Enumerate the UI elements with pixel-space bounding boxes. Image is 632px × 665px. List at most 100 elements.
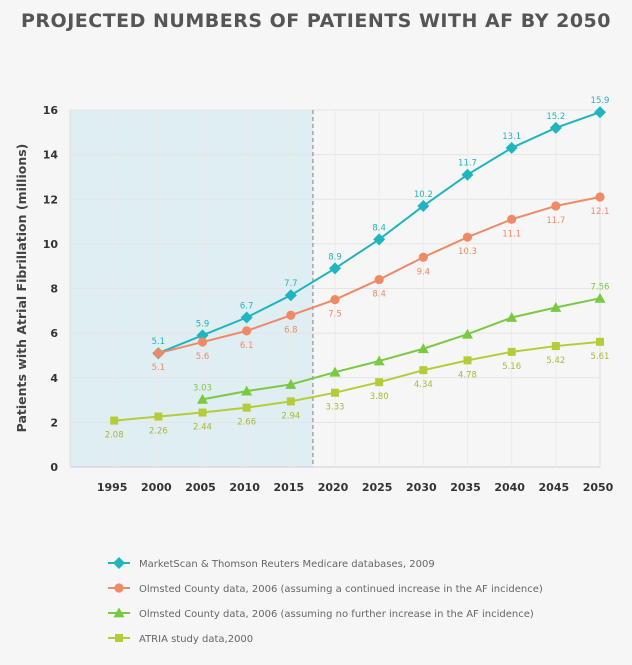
- data-label: 5.1: [152, 337, 166, 347]
- data-point: [115, 634, 123, 642]
- data-point: [110, 416, 119, 425]
- data-label: 2.08: [105, 431, 124, 441]
- data-label: 11.1: [502, 229, 521, 239]
- data-point: [461, 168, 474, 181]
- data-label: 15.9: [591, 96, 610, 106]
- data-label: 8.4: [372, 290, 386, 300]
- x-tick-label: 2000: [141, 481, 172, 494]
- data-point: [197, 393, 208, 404]
- x-tick-label: 2020: [318, 481, 349, 494]
- data-point: [240, 311, 253, 324]
- series-layer: 5.1 5.9 6.7 7.7 8.9 8.4 10.2 11.7 13.1 15.2 15.9 5.…: [105, 96, 610, 440]
- data-point: [507, 347, 516, 356]
- data-point: [329, 262, 341, 275]
- data-point: [418, 252, 428, 262]
- data-point: [506, 312, 518, 322]
- x-tick-label: 2005: [185, 481, 216, 494]
- data-label: 5.16: [502, 362, 521, 372]
- data-point: [594, 106, 606, 119]
- y-tick-label: 10: [43, 238, 59, 251]
- legend-item-4: ATRIA study data,2000: [108, 634, 253, 645]
- data-point: [154, 412, 163, 421]
- data-label: 5.61: [591, 352, 610, 362]
- data-label: 4.34: [414, 380, 433, 390]
- data-point: [417, 343, 429, 354]
- data-point: [330, 295, 340, 305]
- y-tick-label: 16: [43, 104, 59, 117]
- data-point: [417, 199, 430, 212]
- legend-label: ATRIA study data,2000: [139, 634, 253, 645]
- data-point: [113, 557, 125, 569]
- data-point: [153, 348, 163, 358]
- x-tick-label: 2030: [406, 481, 437, 494]
- data-label: 3.80: [370, 392, 389, 402]
- data-point: [596, 337, 604, 346]
- x-tick-label: 2045: [539, 481, 570, 494]
- data-point: [419, 366, 428, 375]
- legend-item-2: Olmsted County data, 2006 (assuming a co…: [108, 583, 543, 595]
- x-tick-label: 2010: [229, 481, 260, 494]
- data-label: 11.7: [546, 216, 565, 226]
- data-label: 8.4: [372, 223, 386, 233]
- data-point: [551, 201, 561, 211]
- data-point: [375, 378, 384, 387]
- data-point: [286, 310, 296, 320]
- data-point: [198, 408, 207, 417]
- data-label: 4.78: [458, 370, 477, 380]
- y-tick-label: 4: [50, 372, 58, 385]
- legend-item-3: Olmsted County data, 2006 (assuming no f…: [108, 607, 534, 620]
- data-point: [331, 388, 339, 397]
- data-point: [241, 385, 253, 396]
- data-point: [595, 192, 605, 202]
- data-label: 7.7: [284, 279, 298, 289]
- data-point: [242, 403, 251, 412]
- y-tick-label: 0: [50, 461, 58, 474]
- data-point: [329, 366, 341, 377]
- data-label: 12.1: [591, 207, 610, 217]
- data-label: 6.7: [240, 302, 254, 312]
- series-3: 3.03 7.56: [193, 282, 610, 404]
- gridlines: [69, 109, 601, 468]
- series-line: [114, 340, 601, 422]
- data-point: [114, 583, 124, 593]
- data-label: 5.9: [196, 319, 210, 329]
- data-point: [594, 292, 606, 303]
- y-tick-label: 8: [50, 283, 58, 296]
- data-point: [462, 232, 473, 242]
- data-point: [463, 356, 472, 365]
- data-point: [549, 121, 562, 134]
- data-point: [284, 289, 297, 302]
- data-label: 3.33: [326, 403, 345, 413]
- series-2: 5.1 5.6 6.1 6.8 7.5 8.4 9.4 10.3 11.1 11.7 12.1: [152, 192, 610, 373]
- y-axis-label: Patients with Atrial Fibrillation (milli…: [14, 144, 29, 433]
- x-tick-label: 2025: [362, 481, 393, 494]
- data-point: [507, 214, 517, 224]
- data-label: 8.9: [328, 252, 342, 262]
- data-label: 9.4: [417, 267, 431, 277]
- data-point: [550, 301, 562, 312]
- x-tick-label: 1995: [97, 481, 128, 494]
- data-point: [374, 274, 384, 285]
- data-label: 3.03: [193, 383, 212, 393]
- data-point: [242, 326, 252, 336]
- data-label: 13.1: [502, 132, 521, 142]
- x-tick-label: 2035: [450, 481, 481, 494]
- data-label: 7.56: [591, 282, 610, 292]
- y-tick-label: 6: [50, 327, 58, 340]
- data-label: 11.7: [458, 159, 477, 169]
- chart-title: PROJECTED NUMBERS OF PATIENTS WITH AF BY…: [21, 10, 611, 32]
- legend-label: Olmsted County data, 2006 (assuming no f…: [139, 609, 534, 620]
- x-ticks: 1995 2000 2005 2010 2015 2020 2025 2030 2035 2040…: [97, 481, 614, 494]
- data-label: 10.2: [414, 190, 433, 200]
- x-tick-label: 2050: [583, 481, 614, 494]
- data-label: 5.6: [196, 352, 210, 362]
- x-tick-label: 2015: [274, 481, 305, 494]
- data-point: [505, 141, 518, 154]
- data-point: [462, 328, 473, 339]
- data-label: 10.3: [458, 247, 477, 257]
- data-label: 2.26: [149, 427, 168, 437]
- y-ticks: 0 2 4 6 8 10 12 14 16: [43, 104, 59, 474]
- x-tick-label: 2040: [494, 481, 525, 494]
- data-point: [285, 378, 297, 389]
- data-label: 15.2: [546, 112, 565, 122]
